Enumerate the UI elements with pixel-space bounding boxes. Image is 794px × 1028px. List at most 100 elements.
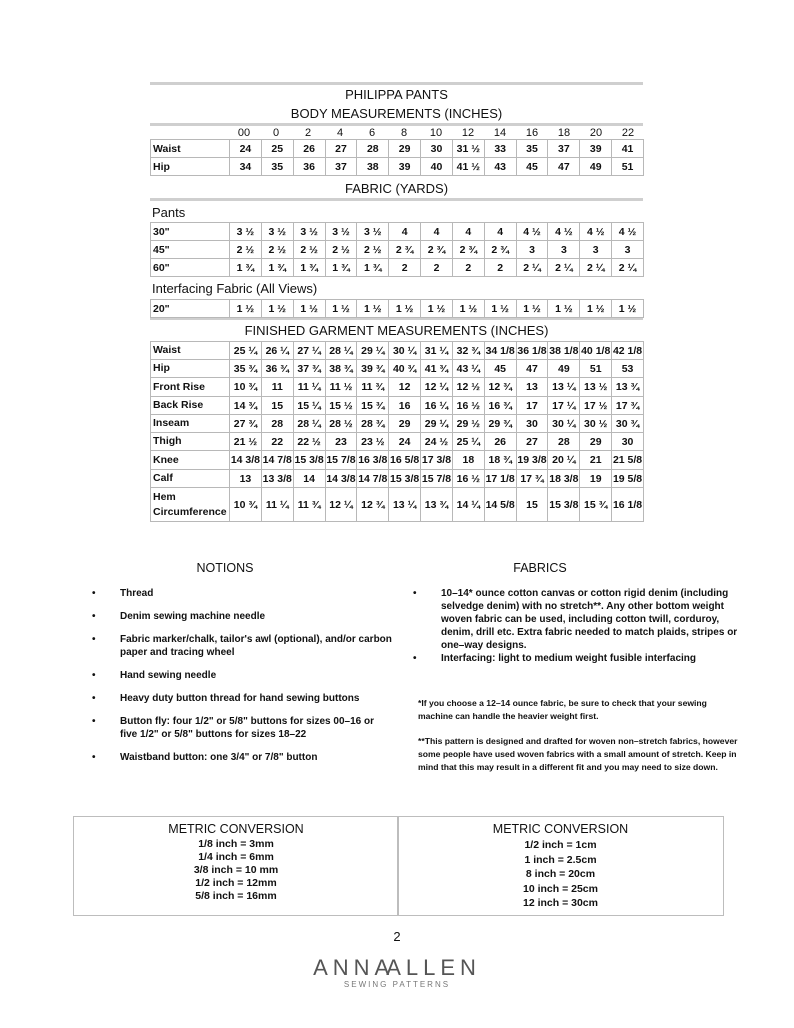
bullet-icon: • — [92, 752, 96, 763]
table-cell: 15 3/8 — [388, 469, 422, 488]
table-cell: 11 ¾ — [292, 487, 326, 522]
table-cell: 12 ¾ — [356, 487, 390, 522]
header-blank — [150, 126, 228, 139]
table-cell: 4 ½ — [515, 222, 549, 241]
table-cell: 14 — [292, 469, 326, 488]
table-cell: 24 — [229, 139, 262, 158]
table-row: Inseam 27 ¾ 28 28 ¼ 28 ½ 28 ¾ 29 29 ¼ 29 ½ 29 ¾ 30… — [150, 414, 644, 433]
table-row: Hip 34 35 36 37 38 39 40 41 ½ 43 45 47 49 51 — [150, 157, 644, 176]
table-cell: 13 ½ — [579, 377, 613, 397]
table-cell: 29 ¾ — [483, 414, 517, 433]
table-cell: 13 — [229, 469, 262, 488]
table-cell: 34 1/8 — [483, 341, 517, 360]
metric-heading: METRIC CONVERSION — [492, 822, 629, 836]
table-cell: 51 — [579, 359, 613, 378]
fabrics-list: • 10–14* ounce cotton canvas or cotton ri… — [413, 587, 743, 665]
table-cell: 28 ¼ — [292, 414, 326, 433]
table-cell: 11 ¼ — [260, 487, 294, 522]
table-cell: 29 ¼ — [420, 414, 453, 433]
row-label: Waist — [150, 139, 230, 158]
table-cell: 47 — [515, 359, 549, 378]
table-cell: 2 ½ — [292, 240, 326, 259]
table-cell: 29 ½ — [451, 414, 485, 433]
table-cell: 38 1/8 — [547, 341, 581, 360]
metric-heading: METRIC CONVERSION — [168, 822, 304, 836]
list-item-text: Heavy duty button thread for hand sewing… — [120, 693, 360, 704]
table-cell: 1 ½ — [229, 299, 262, 318]
table-cell: 4 — [483, 222, 517, 241]
table-cell: 37 ¾ — [292, 359, 326, 378]
row-label: Calf — [150, 469, 230, 488]
table-row: Knee 14 3/8 14 7/8 15 3/8 15 7/8 16 3/8 16 5/8… — [150, 450, 644, 470]
table-cell: 35 ¾ — [229, 359, 262, 378]
table-row: Hip 35 ¾ 36 ¾ 37 ¾ 38 ¾ 39 ¾ 40 ¾ 41 ¾ 43 ¼ 45 47 4… — [150, 359, 644, 378]
table-cell: 4 — [420, 222, 453, 241]
table-cell: 30 — [611, 432, 644, 451]
row-label: Back Rise — [150, 396, 230, 415]
table-cell: 12 ¾ — [483, 377, 517, 397]
row-label: Hip — [150, 157, 230, 176]
table-cell: 29 — [579, 432, 613, 451]
body-measurements-table: Waist 24 25 26 27 28 29 30 31 ½ 33 35 37 39 41 Hip 34 35… — [150, 139, 644, 176]
table-cell: 1 ½ — [451, 299, 485, 318]
table-cell: 21 — [579, 450, 613, 470]
size-header-cell: 20 — [589, 126, 603, 139]
table-cell: 15 ¾ — [579, 487, 613, 522]
metric-conversion-left: METRIC CONVERSION 1/8 inch = 3mm 1/4 inch… — [73, 816, 399, 916]
conversion-line: 5/8 inch = 16mm — [195, 890, 277, 902]
table-cell: 2 ¼ — [547, 258, 581, 277]
table-cell: 1 ¾ — [324, 258, 358, 277]
table-cell: 15 7/8 — [420, 469, 453, 488]
table-cell: 3 — [579, 240, 613, 259]
table-cell: 19 — [579, 469, 613, 488]
row-label: 20" — [150, 299, 230, 318]
table-cell: 17 3/8 — [420, 450, 453, 470]
table-cell: 37 — [324, 157, 358, 176]
bullet-icon: • — [92, 588, 96, 599]
row-label: 45" — [150, 240, 230, 259]
table-cell: 28 — [260, 414, 294, 433]
list-item-text: Waistband button: one 3/4" or 7/8" butto… — [120, 752, 318, 763]
table-cell: 15 7/8 — [324, 450, 358, 470]
table-cell: 45 — [483, 359, 517, 378]
size-header-cell: 2 — [304, 126, 312, 139]
table-cell: 16 — [388, 396, 422, 415]
table-cell: 16 ¼ — [420, 396, 453, 415]
table-cell: 28 ¾ — [356, 414, 390, 433]
table-cell: 25 ¼ — [451, 432, 485, 451]
table-cell: 3 ½ — [356, 222, 390, 241]
table-cell: 1 ½ — [356, 299, 390, 318]
table-row: Calf 13 13 3/8 14 14 3/8 14 7/8 15 3/8 15 7/8 16… — [150, 469, 644, 488]
table-cell: 32 ¾ — [451, 341, 485, 360]
list-item: • Waistband button: one 3/4" or 7/8" butt… — [92, 751, 392, 764]
table-cell: 3 — [515, 240, 549, 259]
table-cell: 17 ¾ — [515, 469, 549, 488]
body-measurements-heading: BODY MEASUREMENTS (INCHES) — [290, 106, 503, 121]
size-header-cell: 22 — [621, 126, 635, 139]
row-label: 60" — [150, 258, 230, 277]
row-label: Hem Circumference — [150, 487, 230, 522]
table-cell: 16 1/8 — [611, 487, 644, 522]
table-cell: 13 — [515, 377, 549, 397]
table-cell: 11 ¼ — [292, 377, 326, 397]
bullet-icon: • — [92, 611, 96, 622]
document-title: PHILIPPA PANTS — [345, 87, 448, 102]
table-cell: 1 ¾ — [260, 258, 294, 277]
table-cell: 3 ½ — [260, 222, 294, 241]
table-cell: 39 — [388, 157, 422, 176]
conversion-line: 8 inch = 20cm — [525, 868, 596, 880]
table-cell: 21 5/8 — [611, 450, 644, 470]
table-cell: 12 ¼ — [324, 487, 358, 522]
table-cell: 28 ½ — [324, 414, 358, 433]
row-label: Knee — [150, 450, 230, 470]
table-cell: 28 — [547, 432, 581, 451]
table-cell: 23 ½ — [356, 432, 390, 451]
size-header-cell: 00 — [237, 126, 251, 139]
bullet-icon: • — [413, 653, 417, 664]
table-cell: 35 — [260, 157, 294, 176]
table-cell: 43 — [483, 157, 517, 176]
table-cell: 27 ¾ — [229, 414, 262, 433]
table-cell: 2 ¾ — [388, 240, 422, 259]
table-cell: 28 — [356, 139, 390, 158]
table-cell: 1 ¾ — [229, 258, 262, 277]
